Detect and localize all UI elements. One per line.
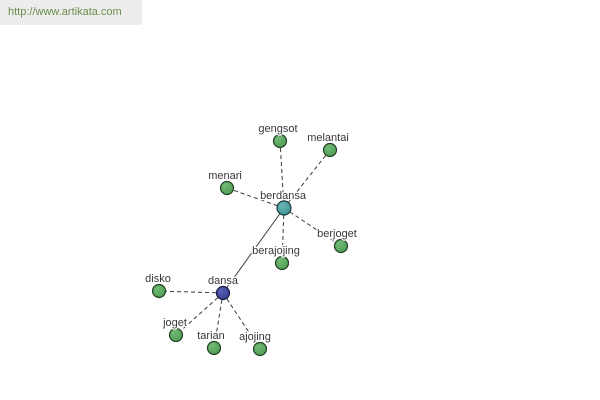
edge-dansa-tarian — [213, 292, 224, 349]
url-text: http://www.artikata.com — [8, 6, 122, 18]
graph-node-disko[interactable] — [151, 283, 167, 299]
edge-berdansa-berajojing — [281, 207, 285, 264]
edge-berdansa-dansa — [222, 207, 285, 294]
url-bar[interactable]: http://www.artikata.com — [0, 0, 142, 25]
graph-label-berdansa[interactable]: berdansa — [259, 189, 308, 204]
edge-dansa-disko — [158, 290, 224, 294]
edge-berdansa-menari — [226, 187, 285, 209]
graph-node-ajojing[interactable] — [252, 341, 268, 357]
graph-node-dansa[interactable] — [215, 285, 231, 301]
graph-node-berdansa[interactable] — [276, 200, 292, 216]
graph-label-joget[interactable]: joget — [161, 316, 188, 331]
graph-node-melantai[interactable] — [322, 142, 338, 158]
edge-berdansa-berjoget — [283, 207, 342, 247]
graph-label-berjoget[interactable]: berjoget — [316, 227, 358, 242]
graph-node-berajojing[interactable] — [274, 255, 290, 271]
graph-node-gengsot[interactable] — [272, 133, 288, 149]
graph-label-tarian[interactable]: tarian — [196, 329, 226, 344]
graph-node-menari[interactable] — [219, 180, 235, 196]
graph-node-joget[interactable] — [168, 327, 184, 343]
graph-node-berjoget[interactable] — [333, 238, 349, 254]
graph-label-berajojing[interactable]: berajojing — [251, 244, 301, 259]
graph-node-tarian[interactable] — [206, 340, 222, 356]
graph-label-ajojing[interactable]: ajojing — [238, 330, 272, 345]
edge-dansa-joget — [175, 292, 224, 336]
graph-label-disko[interactable]: disko — [144, 272, 172, 287]
graph-label-dansa[interactable]: dansa — [207, 274, 240, 289]
graph-label-menari[interactable]: menari — [207, 169, 243, 184]
edge-berdansa-melantai — [283, 149, 331, 209]
graph-label-gengsot[interactable]: gengsot — [257, 122, 299, 137]
graph-label-melantai[interactable]: melantai — [306, 131, 350, 146]
